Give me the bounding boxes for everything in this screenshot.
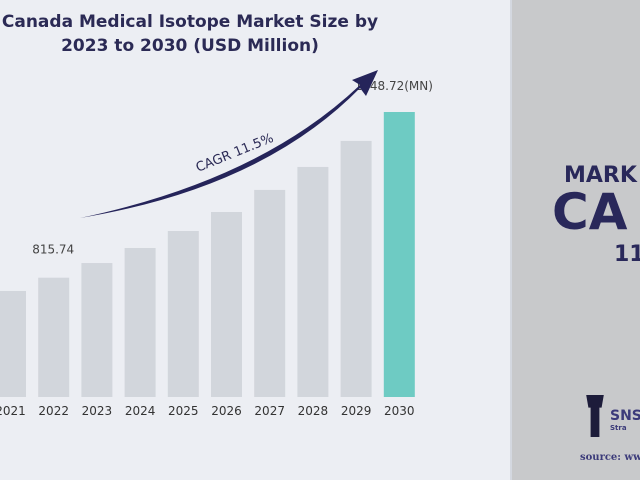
x-tick-label: 2028	[298, 404, 329, 418]
bar-2027	[254, 189, 286, 397]
x-tick-label: 2024	[125, 404, 156, 418]
bar-chart: 2021 2022 815.74 2023 2024 2025 2026 2027 2028 20…	[0, 70, 433, 418]
cagr-arrow	[80, 70, 378, 218]
x-tick-label: 2030	[384, 404, 415, 418]
logo-icon	[586, 395, 604, 437]
x-tick-label: 2025	[168, 404, 199, 418]
bar-2023	[81, 263, 113, 397]
bar-2024	[124, 247, 156, 397]
bar-2026	[211, 211, 242, 397]
data-label: 815.74	[32, 243, 74, 257]
side-cagr: CA	[552, 183, 628, 241]
side-market: MARK	[564, 163, 637, 188]
logo-subtext: Stra	[610, 424, 627, 432]
chart-title: Canada Medical Isotope Market Size by 20…	[1, 12, 379, 56]
x-tick-label: 2023	[82, 404, 113, 418]
bar-2025	[167, 231, 199, 397]
bar-2021	[0, 290, 26, 397]
x-tick-label: 2021	[0, 404, 26, 418]
data-label: 1948.72(MN)	[355, 79, 433, 93]
logo-text: SNS	[610, 408, 640, 424]
bar-2028	[297, 166, 329, 397]
x-tick-label: 2029	[341, 404, 372, 418]
side-value: 11.	[614, 242, 640, 267]
source-text: source: www	[580, 452, 640, 463]
bar-2029	[340, 140, 372, 398]
bar-2022	[38, 277, 70, 397]
side-panel: MARK CA 11. SNS Stra source: www	[510, 0, 640, 480]
bar-2030	[383, 112, 415, 397]
x-tick-label: 2027	[254, 404, 285, 418]
x-tick-label: 2022	[38, 404, 69, 418]
x-tick-label: 2026	[211, 404, 242, 418]
